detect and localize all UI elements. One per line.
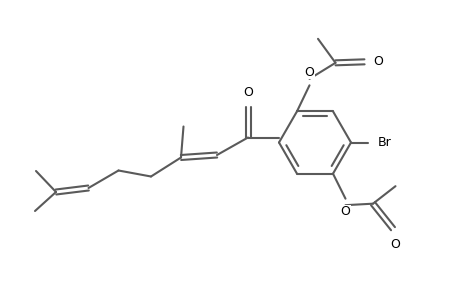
Text: O: O (373, 55, 382, 68)
Text: O: O (340, 205, 350, 218)
Text: O: O (242, 86, 252, 99)
Text: O: O (390, 238, 400, 251)
Text: Br: Br (377, 136, 391, 149)
Text: O: O (304, 66, 314, 79)
